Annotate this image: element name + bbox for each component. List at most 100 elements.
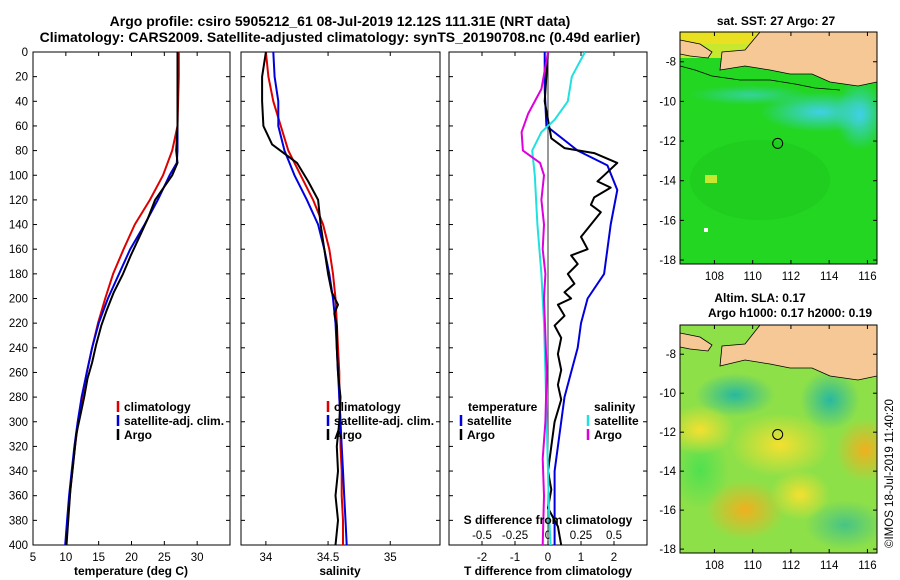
salinity-profiles xyxy=(261,52,348,545)
java-island xyxy=(719,32,877,87)
depth-tick-label: 360 xyxy=(9,491,28,503)
legend-salinity-heading: salinity xyxy=(594,400,636,414)
x-tick-label: 35 xyxy=(384,552,397,564)
legend-satellite: satellite-adj. clim. xyxy=(124,414,224,428)
map-lat-label: -10 xyxy=(659,388,676,400)
temperature-panel xyxy=(32,51,231,546)
profile-line-t-satellite xyxy=(543,52,619,545)
temperature-axis: 5 10 15 20 25 30 xyxy=(30,52,204,564)
sla-low-west xyxy=(695,373,775,417)
legend-temperature-heading: temperature xyxy=(468,400,538,414)
sst-map-frame xyxy=(679,31,878,265)
sst-map-axes: 108 110 112 114 116 -8 -10 -12 -14 -16 -18 xyxy=(659,32,877,283)
legend-argo: Argo xyxy=(124,428,152,442)
depth-axis: 0 20 40 60 80 100 120 140 160 180 200 220 240 260 280 3… xyxy=(9,47,647,552)
x-tick-label: 34.5 xyxy=(317,552,339,564)
sst-white-pixel xyxy=(704,228,708,232)
x-tick-label: 1 xyxy=(578,552,584,564)
map-lon-label: 112 xyxy=(782,560,800,572)
legend-satellite: satellite-adj. clim. xyxy=(334,414,434,428)
legend-argo: Argo xyxy=(334,428,362,442)
x-tick-label: 5 xyxy=(30,552,36,564)
depth-tick-label: 200 xyxy=(9,294,28,306)
depth-tick-label: 220 xyxy=(9,318,28,330)
x-tick-label: -2 xyxy=(477,552,487,564)
s-diff-tick-label: 0.25 xyxy=(570,530,592,542)
map-lon-label: 116 xyxy=(858,560,876,572)
s-diff-tick-label: 0 xyxy=(545,530,551,542)
map-lon-label: 110 xyxy=(744,271,762,283)
sla-map-title2: Argo h1000: 0.17 h2000: 0.19 xyxy=(708,306,872,320)
depth-tick-label: 160 xyxy=(9,244,28,256)
sla-high-sw xyxy=(705,480,785,540)
map-lon-label: 114 xyxy=(820,560,839,572)
depth-tick-label: 60 xyxy=(15,121,28,133)
x-tick-label: 34 xyxy=(259,552,272,564)
sla-low-east xyxy=(800,370,860,430)
depth-tick-label: 400 xyxy=(9,540,28,552)
profile-line-argo xyxy=(261,52,342,545)
sla-high-c xyxy=(730,413,830,477)
x-tick-label: 15 xyxy=(92,552,105,564)
map-lat-label: -16 xyxy=(659,215,676,227)
sla-map-frame xyxy=(679,324,878,554)
x-tick-label: 0 xyxy=(545,552,551,564)
sst-cool-patch-east xyxy=(835,80,877,150)
x-tick-label: 10 xyxy=(59,552,72,564)
sla-map xyxy=(680,325,877,553)
profile-line-s-satellite xyxy=(531,52,586,545)
depth-tick-label: 280 xyxy=(9,392,28,404)
imos-credit: ©IMOS 18-Jul-2019 11:40:20 xyxy=(884,399,896,548)
depth-tick-label: 180 xyxy=(9,269,28,281)
map-lat-label: -8 xyxy=(666,57,676,69)
salinity-legend: climatology satellite-adj. clim. Argo xyxy=(326,400,434,442)
sla-map-title1: Altim. SLA: 0.17 xyxy=(714,291,806,305)
s-diff-tick-label: -0.5 xyxy=(472,530,492,542)
island-west xyxy=(680,39,713,59)
sst-warm-pixel xyxy=(705,175,717,183)
depth-tick-label: 0 xyxy=(22,47,28,59)
depth-tick-label: 300 xyxy=(9,417,28,429)
difference-legend: temperature satellite Argo salinity sate… xyxy=(459,400,639,442)
x-tick-label: -1 xyxy=(510,552,520,564)
s-difference-axis: -0.5 -0.25 0 0.25 0.5 xyxy=(472,530,622,542)
sla-high-s xyxy=(770,470,830,520)
profile-line-t-argo xyxy=(543,52,619,545)
temperature-profiles xyxy=(64,52,180,545)
depth-tick-label: 20 xyxy=(15,72,28,84)
depth-tick-label: 140 xyxy=(9,220,28,232)
argo-location-marker xyxy=(772,429,784,440)
x-tick-label: 2 xyxy=(611,552,617,564)
s-difference-label: S difference from climatology xyxy=(464,513,633,527)
salinity-xlabel: salinity xyxy=(319,564,361,578)
temperature-legend: climatology satellite-adj. clim. Argo xyxy=(116,400,224,442)
map-lat-label: -18 xyxy=(659,544,676,556)
sla-high-w xyxy=(680,405,735,455)
map-lat-label: -14 xyxy=(659,466,676,478)
map-lat-label: -12 xyxy=(659,136,676,148)
depth-tick-label: 320 xyxy=(9,441,28,453)
profile-line-s-argo xyxy=(520,52,549,545)
legend-climatology: climatology xyxy=(334,400,401,414)
legend-climatology: climatology xyxy=(124,400,191,414)
depth-tick-label: 120 xyxy=(9,195,28,207)
map-lon-label: 110 xyxy=(744,560,762,572)
sst-mid-patch xyxy=(690,140,830,220)
sst-map-title: sat. SST: 27 Argo: 27 xyxy=(717,14,836,28)
t-difference-axis: -2 -1 0 1 2 xyxy=(477,52,617,564)
legend-s-argo: Argo xyxy=(594,428,622,442)
depth-tick-label: 380 xyxy=(9,515,28,527)
x-tick-label: 20 xyxy=(125,552,138,564)
figure-title-line2: Climatology: CARS2009. Satellite-adjuste… xyxy=(40,29,641,45)
figure-title-line1: Argo profile: csiro 5905212_61 08-Jul-20… xyxy=(110,13,571,29)
profile-line-argo xyxy=(65,52,179,545)
map-lat-label: -8 xyxy=(666,349,676,361)
sst-contour xyxy=(680,65,841,91)
argo-location-marker xyxy=(772,137,784,149)
legend-s-satellite: satellite xyxy=(594,414,639,428)
profile-line-satellite-adj-clim xyxy=(272,52,348,545)
map-lat-label: -12 xyxy=(659,427,676,439)
depth-tick-label: 240 xyxy=(9,343,28,355)
depth-tick-label: 260 xyxy=(9,367,28,379)
